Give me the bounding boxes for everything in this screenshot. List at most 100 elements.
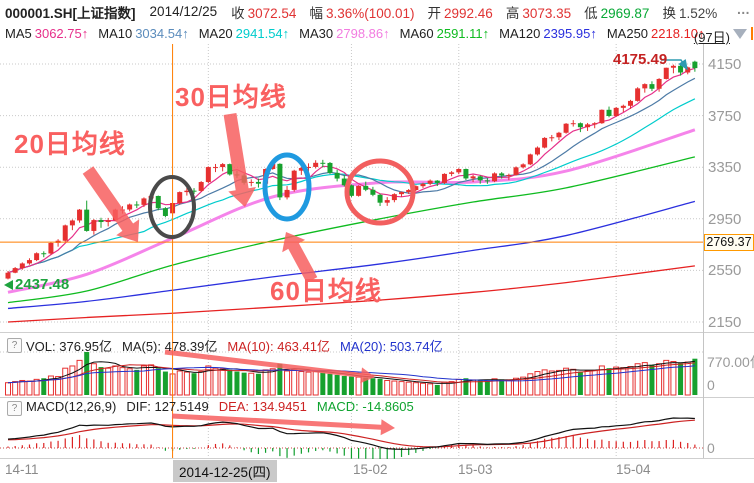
quote-field: 低 2969.87 [584,6,649,21]
ma-legend-value: 2591.11↑ [436,26,490,41]
period-selector[interactable]: (97日) [693,30,730,45]
dea-line [7,419,695,448]
low-price-label: 2437.48 [15,276,70,293]
volume-legend-item: MA(10): 463.41亿 [227,339,330,354]
volume-legend-item: MA(5): 478.39亿 [122,339,218,354]
quote-field-value: 1.52% [678,5,718,21]
quote-field: 换 1.52% [662,6,717,21]
quote-date: 2014/12/25 [149,4,218,19]
ma30-arrow [223,113,256,207]
low-price-arrow-icon [4,280,13,290]
ma-legend-item: MA120 2395.95↑ [499,26,597,41]
ma60-arrow [282,232,318,283]
quote-field: 幅 3.36%(100.01) [309,6,414,21]
ma-legend-label: MA250 [606,26,649,41]
price-axis-tick-label: 2950 [708,210,742,228]
price-axis-tick-label: 4150 [708,56,742,73]
quote-field-label: 换 [662,5,676,21]
ma-legend-label: MA20 [198,26,233,41]
annotation-ma60-label: 60日均线 [270,276,382,306]
macd-legend-item: MACD(12,26,9) [26,399,117,414]
ma-legend-value: 2395.95↑ [543,26,597,41]
ma60-line [7,156,696,304]
time-axis-label: 15-03 [458,462,493,477]
price-axis-tick-label: 2150 [708,314,742,331]
price-gridlines [0,44,703,458]
ma-legend-label: MA60 [399,26,434,41]
ma-legend-item: MA10 3034.54↑ [98,26,188,41]
ma120-line [7,200,696,310]
high-pointer-arrow [661,59,688,71]
quote-field: 高 3073.35 [506,6,571,21]
quote-field-label: 高 [505,5,520,21]
dif-line [7,417,695,450]
ma-legend-item: MA20 2941.54↑ [199,26,289,41]
ma250-line [7,265,695,323]
ma-legend-value: 3062.75↑ [34,26,89,41]
pane-separators [0,44,754,459]
dark-circle [148,175,196,239]
ma-legend-item: MA30 2798.86↑ [299,26,389,41]
volume-arrow [164,349,375,384]
annotation-ma20-label: 20日均线 [14,129,126,159]
ma-header: MA5 3062.75↑ MA10 3034.54↑ MA20 2941.54↑ MA30 2… [0,23,754,44]
price-marker-tag: 2769.37 [704,234,754,252]
ma-legend-value: 2218.10↑ [651,26,705,41]
crosshair [0,44,703,458]
help-icon[interactable]: ? [7,338,22,353]
volume-legend-item: VOL: 376.95亿 [26,339,112,354]
macd-axis-zero: 0 [707,440,715,456]
annotation-arrows [82,113,395,436]
ma-legend-label: MA30 [299,26,334,41]
time-axis: 14-11 2014-12-25(四) 15-02 15-03 15-04 [0,459,754,483]
more-menu-button[interactable]: … [736,2,751,17]
volume-axis-zero: 0 [707,377,715,393]
ma-legend-label: MA5 [5,26,32,41]
ma-legend-value: 2941.54↑ [235,26,290,41]
blue-circle [262,152,312,222]
ma30-line [7,128,696,294]
macd-legend-item: DIF: 127.5149 [126,399,209,414]
macd-arrow [171,413,395,436]
volume-legend-item: MA(20): 503.74亿 [339,339,443,354]
annotation-circles [148,152,416,239]
ma-legend-item: MA5 3062.75↑ [5,26,88,41]
volume-bars [5,352,698,396]
price-axis-tick-label: 3750 [708,107,742,125]
right-edge-marker [751,27,753,40]
ma-legend-item: MA60 2591.11↑ [400,26,490,41]
dropdown-icon[interactable] [733,29,747,39]
quote-field-value: 2992.46 [444,5,493,21]
red-circle [344,158,416,226]
ma-legend: MA5 3062.75↑ MA10 3034.54↑ MA20 2941.54↑ MA30 2… [5,26,715,41]
price-axis-tick-label: 2550 [708,262,742,280]
ma-legend-item: MA250 2218.10↑ [607,26,705,41]
quote-field-value: 2969.87 [600,5,650,21]
ma-legend-label: MA120 [499,26,541,41]
quote-field-value: 3072.54 [247,5,297,21]
symbol-name[interactable]: 000001.SH[上证指数] [5,5,136,21]
ma-legend-value: 2798.86↑ [336,26,390,41]
time-axis-label: 14-11 [5,462,39,477]
quote-field-label: 幅 [309,5,323,21]
ma20-arrow [82,166,140,242]
time-axis-label: 15-04 [616,462,651,477]
macd-legend: MACD(12,26,9) DIF: 127.5149 DEA: 134.9451 M… [26,399,424,414]
quote-field: 开 2992.46 [428,6,493,21]
quote-field-label: 低 [584,5,598,21]
quote-field-value: 3.36%(100.01) [325,5,415,21]
quote-field: 收 3072.54 [231,6,296,21]
ma-legend-value: 3034.54↑ [135,26,189,41]
annotation-ma30-label: 30日均线 [175,82,287,112]
ma-legend-label: MA10 [98,26,133,41]
quote-field-label: 开 [427,5,442,21]
macd-legend-item: MACD: -14.8605 [316,399,414,414]
high-price-label: 4175.49 [613,51,668,68]
volume-legend: VOL: 376.95亿 MA(5): 478.39亿 MA(10): 463.41… [26,336,453,355]
volume-axis-max: 770.00亿 [707,354,754,370]
help-icon[interactable]: ? [7,401,22,416]
selected-date-label[interactable]: 2014-12-25(四) [173,460,277,482]
macd-plot [7,417,696,460]
